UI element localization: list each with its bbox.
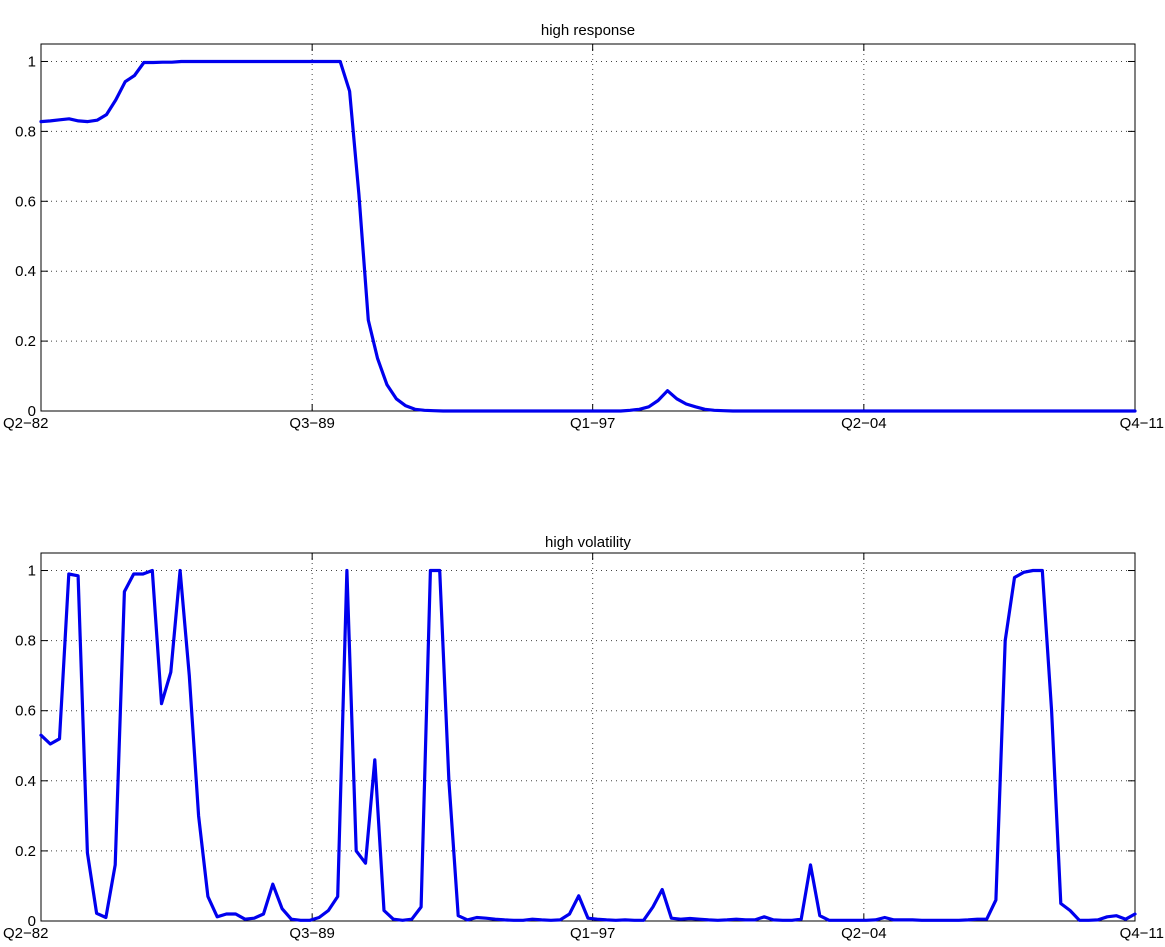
- y-tick-label: 0.8: [15, 123, 36, 140]
- y-tick-label: 0: [28, 913, 36, 930]
- y-tick-label: 0: [28, 403, 36, 420]
- x-tick-label: Q3−89: [289, 415, 334, 432]
- chart-title: high response: [541, 22, 635, 39]
- x-tick-label: Q3−89: [289, 925, 334, 942]
- x-tick-label: Q1−97: [570, 415, 615, 432]
- x-tick-label: Q1−97: [570, 925, 615, 942]
- y-tick-label: 0.6: [15, 703, 36, 720]
- x-tick-label: Q2−04: [841, 415, 886, 432]
- series-line: [39, 59, 1137, 413]
- y-tick-label: 0.2: [15, 843, 36, 860]
- y-tick-label: 0.4: [15, 773, 36, 790]
- y-tick-label: 0.8: [15, 633, 36, 650]
- y-tick-label: 0.6: [15, 193, 36, 210]
- chart-high-volatility: high volatility 0 0.2 0.4 0.6 0.8 1 Q2−82 Q3−89…: [3, 534, 1164, 942]
- series-line: [39, 568, 1137, 922]
- x-tick-label: Q4−11: [1120, 925, 1164, 942]
- y-tick-label: 0.2: [15, 333, 36, 350]
- x-tick-label: Q2−82: [3, 925, 48, 942]
- chart-title: high volatility: [545, 534, 631, 551]
- x-tick-label: Q4−11: [1120, 415, 1164, 432]
- y-tick-label: 1: [28, 563, 36, 580]
- x-tick-label: Q2−04: [841, 925, 886, 942]
- y-tick-label: 1: [28, 53, 36, 70]
- axes-frame: [40, 43, 1136, 412]
- y-tick-label: 0.4: [15, 263, 36, 280]
- chart-high-response: high response 0 0.2 0.4 0.6 0.8 1 Q2−82 Q3−89 Q1…: [3, 22, 1164, 432]
- x-tick-label: Q2−82: [3, 415, 48, 432]
